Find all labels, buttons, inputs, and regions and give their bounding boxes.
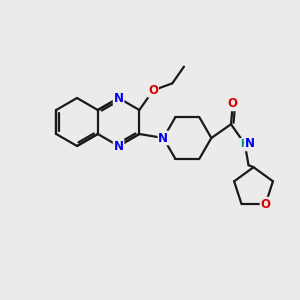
Text: O: O <box>228 98 238 110</box>
Text: O: O <box>260 198 271 211</box>
Text: H: H <box>240 139 248 149</box>
Text: H: H <box>238 139 246 149</box>
Text: N: N <box>114 92 124 104</box>
Text: O: O <box>148 84 158 97</box>
Text: N: N <box>158 131 168 145</box>
Text: N: N <box>243 137 253 150</box>
Text: N: N <box>245 137 255 150</box>
Text: N: N <box>114 140 124 152</box>
